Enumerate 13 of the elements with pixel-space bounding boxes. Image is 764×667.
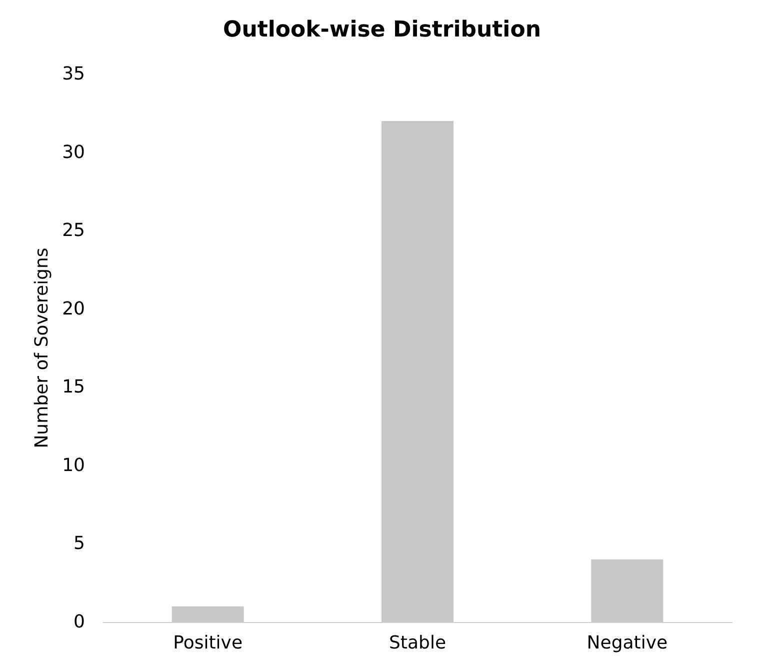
x-tick-label: Negative [586,632,668,654]
y-tick-label: 30 [62,142,85,163]
x-tick-label: Positive [173,632,243,654]
y-tick-label: 25 [62,220,85,242]
chart-title: Outlook-wise Distribution [222,18,542,42]
y-tick-label: 0 [74,612,85,632]
y-tick-label: 5 [74,533,85,554]
x-tick-label: Stable [388,632,446,654]
y-tick-label: 35 [62,64,85,84]
y-tick-label: 15 [62,376,85,398]
y-tick-label: 20 [62,298,85,320]
y-axis-title: Number of Sovereigns [32,248,52,448]
y-tick-label: 10 [62,454,85,476]
